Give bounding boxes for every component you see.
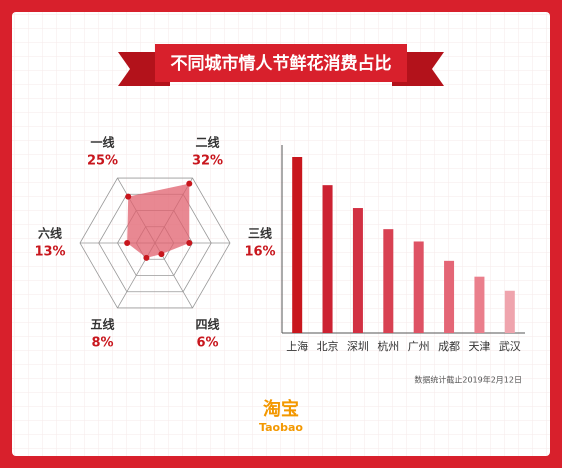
bar bbox=[292, 157, 303, 333]
panel-grid bbox=[12, 12, 550, 456]
value-label: 6% bbox=[196, 335, 218, 350]
title: 不同城市情人节鲜花消费占比 bbox=[171, 53, 392, 74]
x-tick-label: 武汉 bbox=[499, 340, 521, 353]
axis-label: 六线 bbox=[38, 226, 62, 241]
bar bbox=[504, 290, 515, 333]
radar-point bbox=[158, 251, 165, 258]
value-label: 32% bbox=[192, 154, 223, 169]
x-tick-label: 上海 bbox=[286, 339, 308, 353]
axis-label: 四线 bbox=[195, 316, 219, 331]
bar bbox=[444, 260, 455, 333]
bar bbox=[383, 229, 394, 333]
x-tick-label: 深圳 bbox=[347, 340, 369, 353]
value-label: 25% bbox=[87, 154, 118, 169]
bar bbox=[352, 208, 363, 333]
radar-area bbox=[127, 183, 190, 258]
value-label: 13% bbox=[34, 245, 65, 260]
ribbon bbox=[155, 44, 407, 82]
radar-point bbox=[186, 240, 193, 246]
bar bbox=[474, 276, 485, 333]
radar-point bbox=[143, 254, 150, 261]
x-tick-label: 天津 bbox=[468, 340, 490, 353]
value-label: 8% bbox=[91, 335, 113, 350]
radar-point bbox=[124, 240, 131, 246]
axis-label: 一线 bbox=[90, 135, 114, 150]
x-tick-label: 杭州 bbox=[377, 339, 399, 353]
logo: 淘宝 bbox=[263, 398, 299, 420]
x-tick-label: 广州 bbox=[408, 340, 430, 353]
x-tick-label: 北京 bbox=[317, 339, 339, 353]
value-label: 16% bbox=[244, 245, 275, 260]
x-tick-label: 成都 bbox=[438, 340, 460, 353]
radar-point bbox=[186, 180, 193, 187]
axis-label: 二线 bbox=[195, 135, 219, 150]
axis-label: 三线 bbox=[248, 226, 272, 241]
bar bbox=[413, 241, 424, 333]
logo-latin: Taobao bbox=[259, 421, 303, 434]
bar bbox=[322, 185, 333, 333]
axis-label: 五线 bbox=[90, 316, 114, 331]
note: 数据统计截止2019年2月12日 bbox=[414, 375, 522, 385]
radar-point bbox=[125, 193, 132, 200]
